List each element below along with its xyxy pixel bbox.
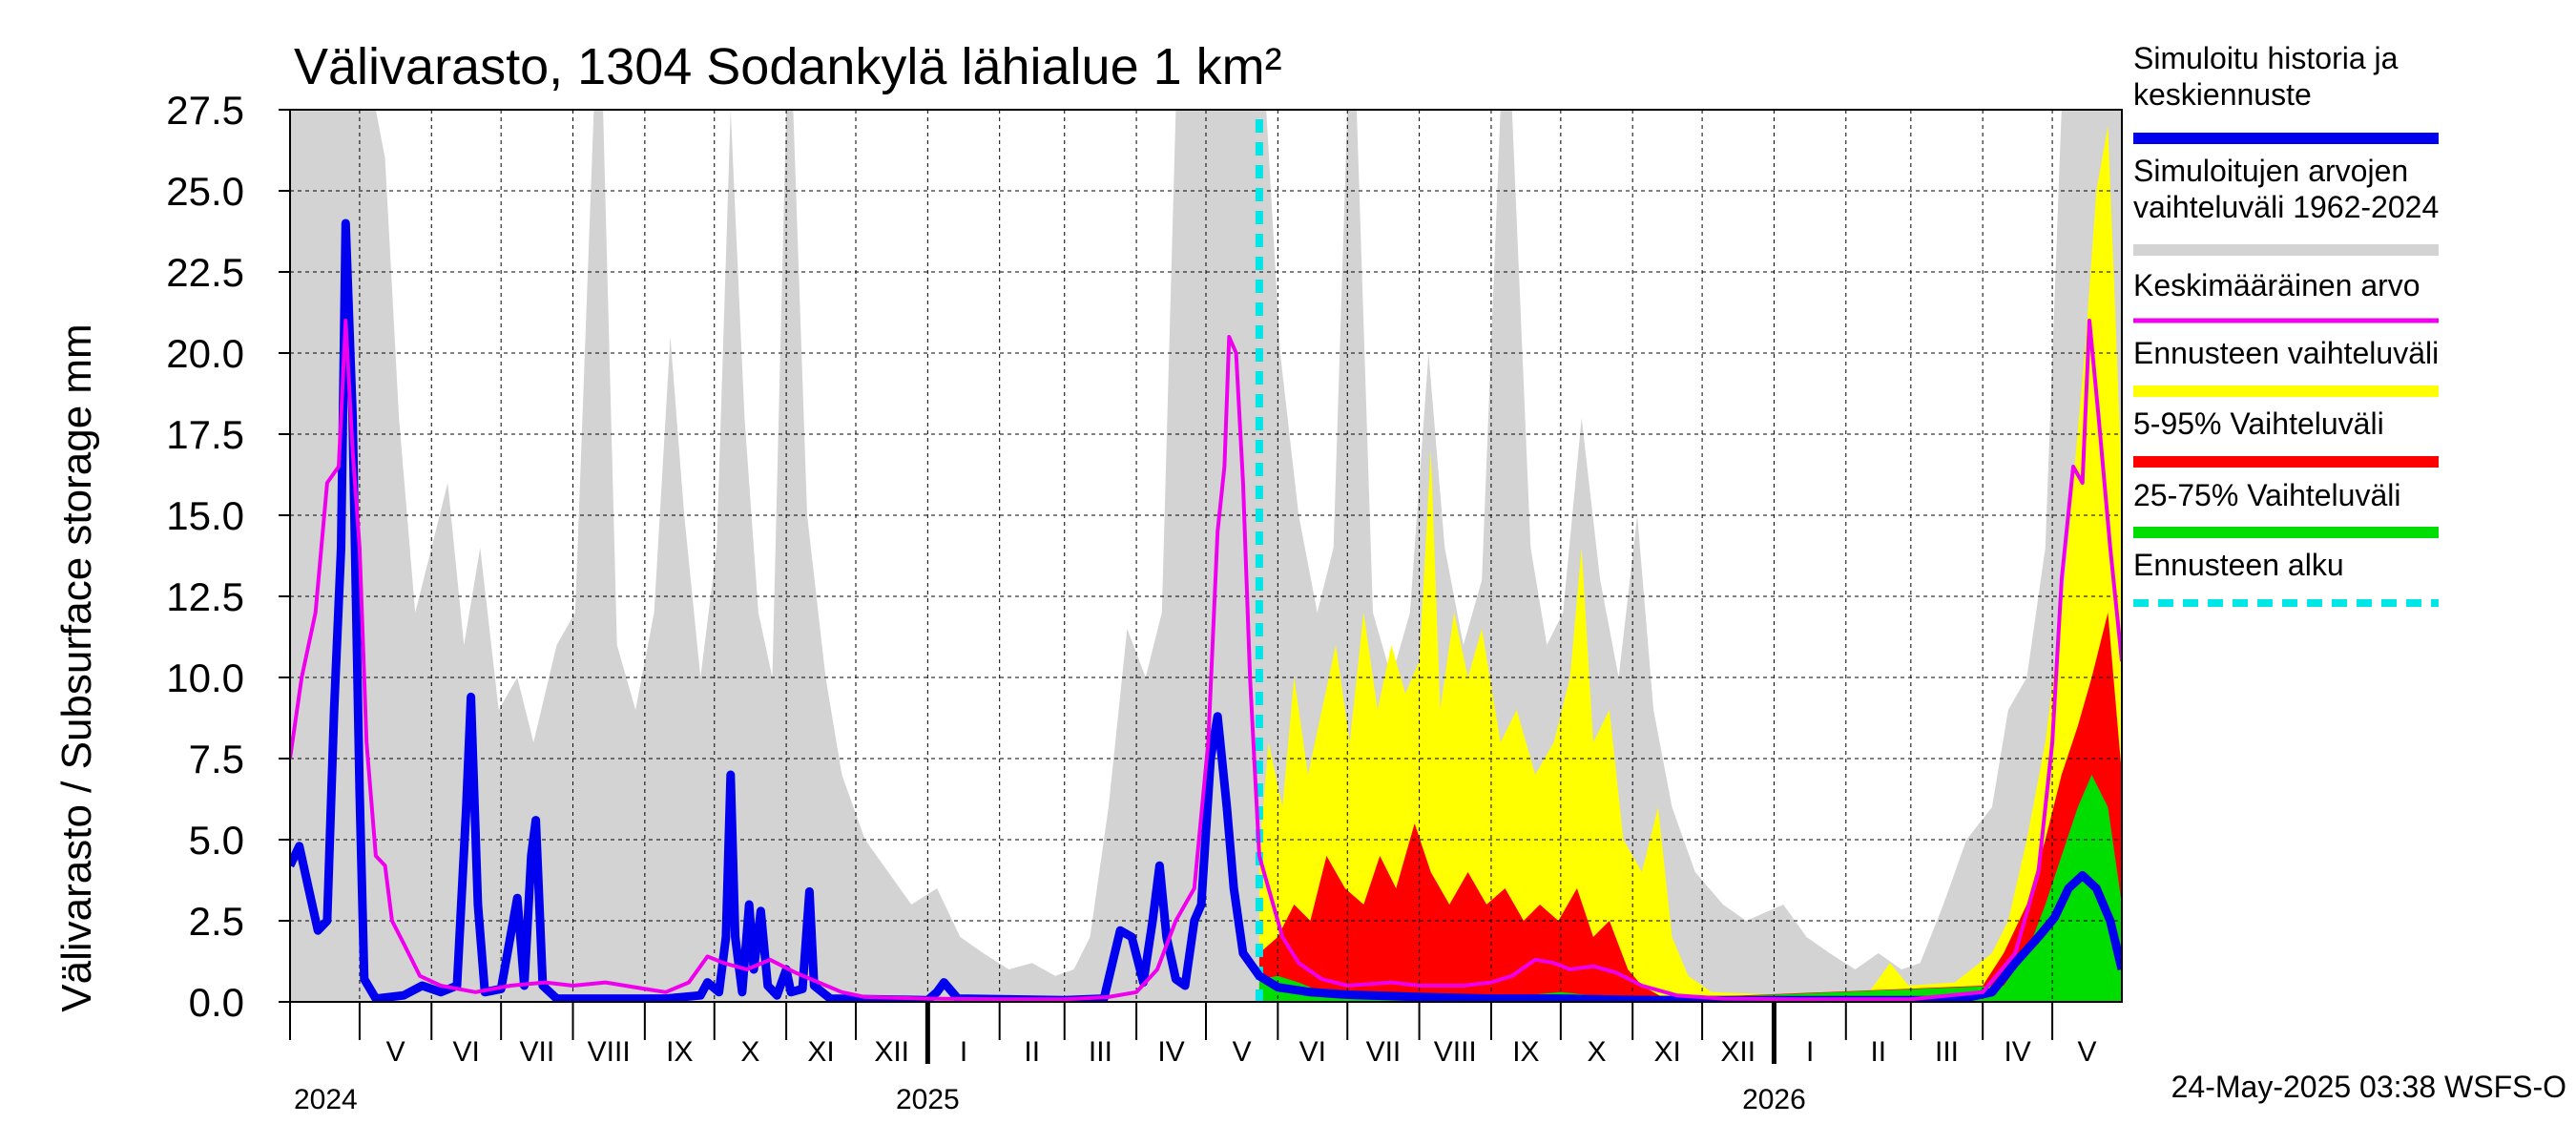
legend-item-25-75-vaihteluvali: 25-75% Vaihteluväli — [2133, 478, 2439, 538]
month-label: XI — [1653, 1036, 1680, 1068]
legend: Simuloitu historia ja keskiennuste Simuloi… — [2133, 41, 2439, 607]
y-tick-label: 25.0 — [166, 169, 244, 214]
legend-swatch — [2133, 244, 2439, 256]
y-tick-label: 12.5 — [166, 574, 244, 619]
legend-item-simuloitu-historia-ja-keskiennuste: Simuloitu historia ja keskiennuste — [2133, 41, 2439, 144]
y-tick-label: 5.0 — [189, 818, 244, 863]
legend-swatch — [2133, 527, 2439, 538]
month-label: X — [740, 1036, 759, 1068]
legend-label: Simuloitu historia ja keskiennuste — [2133, 41, 2399, 112]
month-label: V — [386, 1036, 405, 1068]
month-label: III — [1935, 1036, 1959, 1068]
legend-label: 5-95% Vaihteluväli — [2133, 406, 2384, 441]
y-tick-label: 7.5 — [189, 737, 244, 781]
axes: 0.0 2.5 5.0 7.5 10.0 12.5 15.0 17.5 20.0 22.5 25.0… — [166, 88, 2096, 1115]
legend-label: 25-75% Vaihteluväli — [2133, 478, 2400, 512]
band-ennusteen-vaihteluvali — [1258, 126, 2122, 1002]
footer-timestamp: 24-May-2025 03:38 WSFS-O — [2171, 1070, 2566, 1104]
year-label: 2026 — [1742, 1084, 1806, 1115]
legend-label: Ennusteen vaihteluväli — [2133, 336, 2439, 370]
year-label: 2025 — [896, 1084, 960, 1115]
month-label: IV — [2004, 1036, 2030, 1068]
month-label: VIII — [588, 1036, 631, 1068]
month-label: V — [1233, 1036, 1252, 1068]
legend-swatch — [2133, 456, 2439, 468]
legend-label: Simuloitujen arvojen vaihteluväli 1962-20… — [2133, 154, 2439, 224]
y-tick-label: 17.5 — [166, 412, 244, 457]
y-tick-label: 15.0 — [166, 493, 244, 538]
legend-swatch — [2133, 133, 2439, 144]
legend-item-keskimaarainen-arvo: Keskimääräinen arvo — [2133, 268, 2439, 323]
month-label: II — [1024, 1036, 1040, 1068]
month-label: VI — [453, 1036, 480, 1068]
month-label: VII — [1366, 1036, 1402, 1068]
y-tick-label: 20.0 — [166, 331, 244, 376]
legend-swatch — [2133, 385, 2439, 397]
band-5-95-vaihteluvali — [1258, 613, 2122, 1002]
month-label: I — [1806, 1036, 1814, 1068]
y-tick-label: 0.0 — [189, 980, 244, 1025]
legend-item-simuloitujen-arvojen-vaihteluvali-1962-2024: Simuloitujen arvojen vaihteluväli 1962-20… — [2133, 154, 2439, 256]
y-axis-label: Välivarasto / Subsurface storage mm — [53, 323, 100, 1011]
series-lines — [290, 119, 2122, 1002]
month-label: XI — [807, 1036, 834, 1068]
band-25-75-vaihteluvali — [1258, 775, 2122, 1002]
month-label: IV — [1157, 1036, 1184, 1068]
month-label: II — [1870, 1036, 1886, 1068]
month-label: VIII — [1434, 1036, 1477, 1068]
month-label: I — [960, 1036, 967, 1068]
month-label: VII — [519, 1036, 554, 1068]
month-label: IX — [1512, 1036, 1539, 1068]
legend-item-ennusteen-vaihteluvali: Ennusteen vaihteluväli — [2133, 336, 2439, 397]
month-label: IX — [666, 1036, 693, 1068]
legend-label: Ennusteen alku — [2133, 548, 2344, 582]
month-label: III — [1089, 1036, 1112, 1068]
month-label: V — [2078, 1036, 2097, 1068]
month-label: X — [1588, 1036, 1607, 1068]
month-label: XII — [874, 1036, 909, 1068]
plot-area — [289, 109, 2123, 1003]
legend-label: Keskimääräinen arvo — [2133, 268, 2420, 302]
y-tick-label: 22.5 — [166, 250, 244, 295]
y-tick-label: 2.5 — [189, 899, 244, 944]
year-label: 2024 — [294, 1084, 358, 1115]
legend-swatch — [2133, 318, 2439, 323]
y-tick-label: 27.5 — [166, 88, 244, 133]
month-label: VI — [1299, 1036, 1326, 1068]
legend-item-5-95-vaihteluvali: 5-95% Vaihteluväli — [2133, 406, 2439, 468]
chart-title: Välivarasto, 1304 Sodankylä lähialue 1 k… — [294, 38, 1282, 95]
month-label: XII — [1720, 1036, 1755, 1068]
legend-item-ennusteen-alku: Ennusteen alku — [2133, 548, 2439, 607]
y-tick-label: 10.0 — [166, 656, 244, 700]
series-keskimaarainen-arvo — [290, 319, 2122, 1002]
